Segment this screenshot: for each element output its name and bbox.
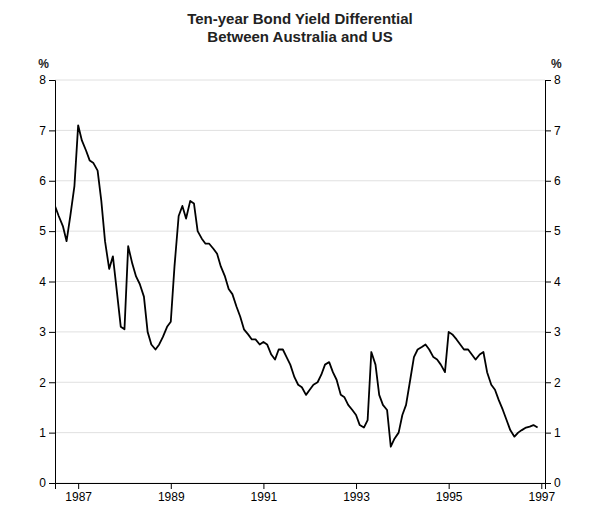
y-axis-tick-mark [49,483,55,484]
chart-container: Ten-year Bond Yield DifferentialBetween … [0,0,600,523]
y2-axis-tick: 2 [545,376,561,390]
y-axis-tick-mark [49,282,55,283]
x-axis-tick: 1989 [158,483,185,504]
x-axis-tick-label: 1991 [251,490,278,504]
x-axis-tick-mark [78,483,79,489]
y2-axis-tick: 5 [545,224,561,238]
y2-axis-tick-mark [545,483,551,484]
y-axis-tick: 6 [39,174,55,188]
y-axis-tick: 1 [39,426,55,440]
plot-area: 1987198919911993199519970123456780123456… [38,57,562,504]
x-axis-tick-mark [449,483,450,489]
y-axis-tick-mark [49,332,55,333]
x-axis-tick: 1997 [528,483,555,504]
grid [55,80,545,483]
y2-axis-tick-mark [545,130,551,131]
grid-line [55,331,545,332]
y-axis-tick-label: 1 [39,426,46,440]
y2-axis-line [546,81,552,484]
marks [55,125,538,446]
y-axis-tick-mark [49,80,55,81]
y-axis-tick-label: 8 [39,73,46,87]
grid-line [55,180,545,181]
grid-line [55,382,545,383]
y2-axis-tick-label: 7 [554,124,561,138]
y2-axis-tick-mark [545,80,551,81]
x-axis-tick: 1993 [343,483,370,504]
x-axis-tick-label: 1995 [436,490,463,504]
y2-axis-tick-mark [545,282,551,283]
y2-axis-tick-label: 0 [554,476,561,490]
y2-axis-tick-label: 3 [554,325,561,339]
y-axis-tick-label: 7 [39,124,46,138]
x-axis-tick-mark [541,483,542,489]
x-axis-tick-label: 1997 [528,490,555,504]
y-axis-tick-mark [49,382,55,383]
y-axis-tick-label: 4 [39,275,46,289]
y-axis-tick-label: 2 [39,376,46,390]
y2-axis-tick: 4 [545,275,561,289]
chart-svg: Ten-year Bond Yield DifferentialBetween … [0,0,600,523]
y-axis-line [49,81,56,484]
y2-axis-tick-label: 1 [554,426,561,440]
y2-axis-tick-label: 5 [554,224,561,238]
x-axis-tick-mark [171,483,172,489]
chart-title-line: Ten-year Bond Yield Differential [187,10,413,27]
chart-title-line: Between Australia and US [207,28,392,45]
y2-axis-tick: 6 [545,174,561,188]
data-line [55,125,538,446]
x-axis-tick-mark [263,483,264,489]
y-axis-tick: 2 [39,376,55,390]
y-axis-tick-mark [49,433,55,434]
y2-axis-tick-label: 6 [554,174,561,188]
x-axis-tick-label: 1989 [158,490,185,504]
y2-axis-label: % [551,57,562,71]
y-axis-tick: 8 [39,73,55,87]
grid-line [55,130,545,131]
grid-line [55,80,545,81]
y-axis-tick: 3 [39,325,55,339]
x-axis: 1987 1989 1991 1993 1995 1997 [56,483,556,504]
y-axis-tick: 0 [39,476,55,490]
y2-axis-tick-mark [545,181,551,182]
x-axis-line [56,484,546,490]
y-axis-tick-mark [49,231,55,232]
y-axis-tick-label: 3 [39,325,46,339]
y-axis-tick: 7 [39,124,55,138]
y2-axis-tick-label: 2 [554,376,561,390]
y2-axis-tick: 7 [545,124,561,138]
x-axis-tick-label: 1987 [65,490,92,504]
x-axis-tick-label: 1993 [343,490,370,504]
y-axis-label: % [38,57,49,71]
y2-axis: 0 1 2 3 4 5 6 7 8 [545,73,561,490]
y2-axis-tick-label: 4 [554,275,561,289]
y-axis-tick-mark [49,130,55,131]
x-axis-tick: 1991 [251,483,278,504]
y2-axis-tick: 8 [545,73,561,87]
y2-axis-tick-label: 8 [554,73,561,87]
y-axis-tick-label: 6 [39,174,46,188]
y2-axis-tick-mark [545,332,551,333]
y-axis-tick-label: 5 [39,224,46,238]
y2-axis-tick-mark [545,382,551,383]
y2-axis-tick: 1 [545,426,561,440]
x-axis-tick-mark [356,483,357,489]
y-axis-tick: 4 [39,275,55,289]
x-axis-tick: 1995 [436,483,463,504]
y-axis-tick-label: 0 [39,476,46,490]
grid-line [55,432,545,433]
y2-axis-tick: 3 [545,325,561,339]
grid-line [55,231,545,232]
x-axis-tick: 1987 [65,483,92,504]
y-axis-tick-mark [49,181,55,182]
grid-line [55,281,545,282]
y2-axis-tick-mark [545,231,551,232]
y-axis-tick: 5 [39,224,55,238]
y2-axis-tick: 0 [545,476,561,490]
y-axis: 0 1 2 3 4 5 6 7 8 [39,73,55,490]
y2-axis-tick-mark [545,433,551,434]
chart-title: Ten-year Bond Yield DifferentialBetween … [187,10,413,45]
